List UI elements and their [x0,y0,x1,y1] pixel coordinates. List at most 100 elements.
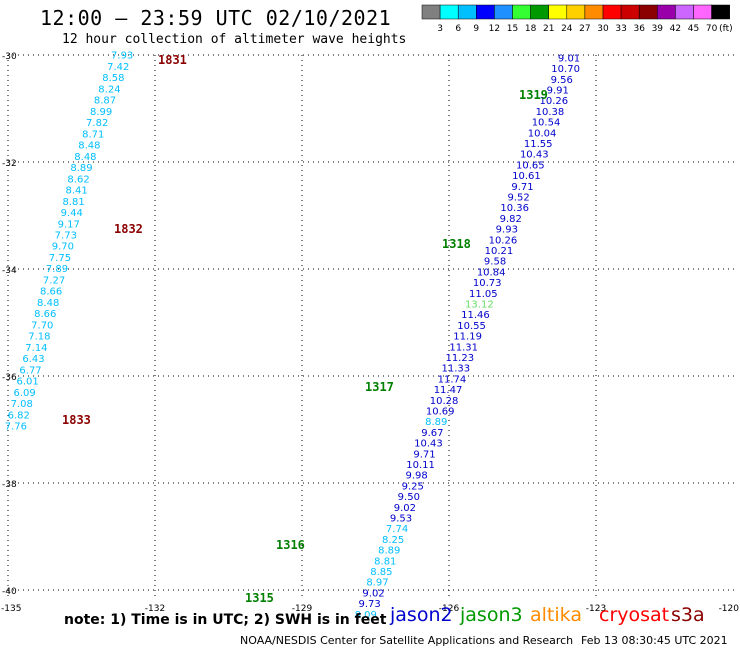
map-title: 12:00 – 23:59 UTC 02/10/2021 [40,6,392,30]
satellite-name-jason2: jason2 [390,604,453,626]
legend-tick: 18 [525,24,537,34]
wave-height-label: 6.01 [16,377,38,388]
wave-height-label: 8.48 [74,152,96,163]
legend-swatch [675,4,694,20]
wave-height-label: 7.82 [86,118,108,129]
wave-height-label: 10.26 [540,96,569,107]
legend-swatch [494,4,513,20]
wave-height-label: 11.31 [449,342,478,353]
legend-swatch [512,4,531,20]
wave-height-label: 7.70 [31,320,53,331]
wave-height-label: 8.41 [65,186,87,197]
latitude-label: -40 [2,587,17,597]
legend-swatch [620,4,640,20]
wave-height-label: 9.93 [496,225,518,236]
wave-height-label: 10.73 [473,278,502,289]
legend-tick: 70 [706,24,718,34]
legend-tick: 45 [688,24,699,34]
latitude-label: -34 [2,266,17,276]
satellite-name-s3a: s3a [671,604,705,626]
pass-time-label: 1318 [442,237,471,251]
wave-height-label: 8.89 [378,546,400,557]
wave-height-label: 9.02 [362,588,384,599]
wave-height-label: 7.73 [55,231,77,242]
pass-time-label: 1315 [245,591,274,605]
wave-height-label: 9.91 [547,86,569,97]
wave-height-label: 9.17 [58,219,80,230]
altimeter-tracks: 7.937.428.588.248.878.997.828.718.488.48… [5,51,580,621]
wave-height-label: 11.33 [442,364,471,375]
legend-swatch [584,4,604,20]
wave-height-label: 9.01 [558,53,580,64]
wave-height-label: 7.74 [386,524,408,535]
latitude-label: -36 [2,373,17,383]
wave-height-label: 7.18 [28,332,50,343]
pass-time-label: 1316 [276,538,305,552]
wave-height-label: 9.53 [390,514,412,525]
color-scale-legend: 3 6 9 12 15 18 21 24 27 30 33 36 39 42 45 70 (ft) [421,4,733,34]
legend-swatch [693,4,712,20]
legend-tick: 3 [437,24,443,34]
wave-height-label: 10.36 [500,203,529,214]
pass-time-label: 1317 [365,380,394,394]
legend-tick: 6 [455,24,461,34]
legend-swatch [711,4,730,20]
longitude-label: -120 [719,604,740,614]
pass-time-label: 1319 [519,88,548,102]
wave-height-label: 9.71 [413,449,435,460]
legend-tick: 33 [615,24,626,34]
wave-height-label: 9.58 [484,257,506,268]
timestamp-footer: Feb 13 08:30:45 UTC 2021 [581,634,728,647]
wave-height-label: 9.25 [402,481,424,492]
legend-swatch [657,4,676,20]
wave-height-label: 10.28 [430,396,459,407]
satellite-name-cryosat: cryosat [599,604,670,626]
wave-height-label: 8.09 [355,610,377,621]
longitude-label: -135 [1,604,21,614]
wave-height-label: 8.87 [94,96,116,107]
longitude-labels: -135 -132 -129 -126 -123 -120 [1,604,739,614]
latitude-label: -32 [2,159,17,169]
wave-height-label: 9.70 [52,242,74,253]
wave-height-label: 10.26 [489,235,518,246]
wave-height-label: 7.42 [107,62,129,73]
wave-height-label: 7.08 [11,399,33,410]
wave-height-label: 9.98 [406,471,428,482]
legend-swatch [439,4,459,20]
legend-tick: 12 [489,24,500,34]
units-note: note: 1) Time is in UTC; 2) SWH is in fe… [64,612,387,628]
legend-tick: 9 [473,24,479,34]
wave-height-label: 7.27 [43,275,65,286]
wave-height-label: 13.12 [465,300,494,311]
pass-time-label: 1832 [114,222,143,236]
wave-height-label: 8.85 [370,567,392,578]
wave-height-label: 8.66 [34,309,56,320]
legend-tick: 36 [633,24,645,34]
pass-time-label: 1833 [62,413,91,427]
wave-height-label: 11.19 [453,332,482,343]
wave-height-label: 8.89 [70,163,92,174]
wave-height-label: 10.61 [512,171,541,182]
wave-height-label: 11.23 [445,353,474,364]
longitude-label: -126 [439,604,460,614]
wave-height-label: 8.48 [37,298,59,309]
wave-height-label: 9.50 [398,492,420,503]
wave-height-label: 9.73 [358,599,380,610]
legend-tick: 24 [561,24,573,34]
wave-height-label: 10.54 [532,118,561,129]
legend-swatch [602,4,622,20]
longitude-label: -132 [145,604,165,614]
longitude-label: -123 [586,604,606,614]
wave-height-label: 10.43 [414,439,443,450]
wave-height-label: 8.97 [366,578,388,589]
wave-height-label: 11.47 [434,385,463,396]
legend-tick: 42 [670,24,681,34]
satellite-name-jason3: jason3 [460,604,523,626]
wave-height-label: 8.89 [425,417,447,428]
wave-height-label: 8.62 [67,174,89,185]
wave-height-label: 8.24 [98,84,120,95]
wave-height-label: 6.77 [19,365,41,376]
latitude-labels: -30 -32 -34 -36 -38 -40 [2,52,17,597]
legend-unit: (ft) [719,24,733,34]
